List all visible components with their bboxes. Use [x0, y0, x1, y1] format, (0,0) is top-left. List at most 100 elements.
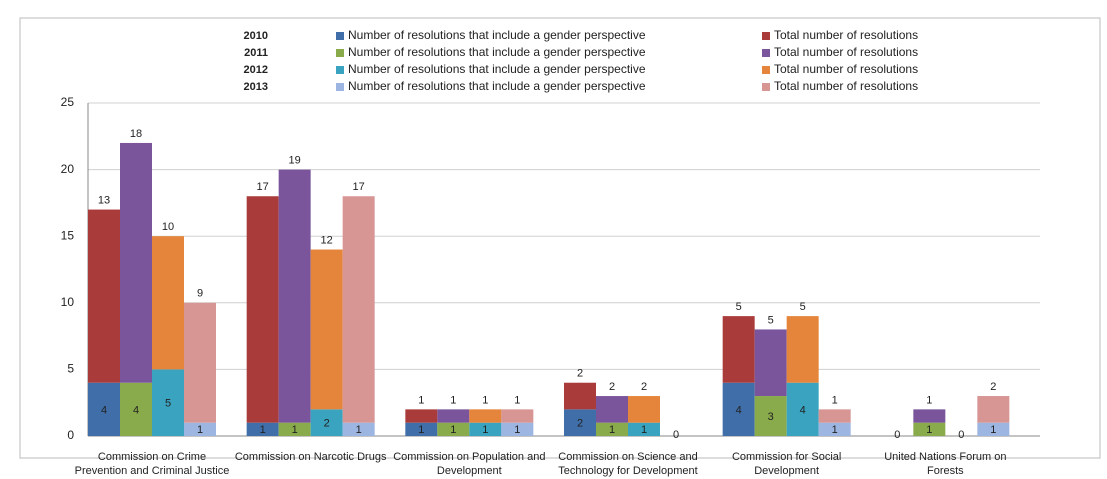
- data-label: 10: [162, 221, 174, 233]
- y-tick-label: 15: [61, 228, 75, 242]
- bar-segment: [88, 382, 120, 436]
- bar-segment: [405, 409, 438, 423]
- x-tick-label: Commission on Crime Prevention and Crimi…: [74, 451, 230, 477]
- bar-segment: [405, 422, 438, 436]
- legend-label: Total number of resolutions: [774, 62, 918, 76]
- bar-segment: [310, 249, 343, 410]
- data-label: 2: [641, 381, 647, 393]
- legend-year: 2010: [244, 30, 268, 42]
- data-label: 0: [894, 429, 900, 441]
- data-label: 3: [768, 411, 774, 423]
- data-label: 1: [450, 394, 456, 406]
- legend-swatch: [762, 49, 770, 57]
- legend-label: Total number of resolutions: [774, 28, 918, 42]
- data-label: 1: [609, 424, 615, 436]
- bar-segment: [120, 142, 152, 383]
- bar-segment: [342, 196, 375, 423]
- bar-segment: [152, 236, 184, 370]
- data-label: 13: [98, 194, 110, 206]
- data-label: 1: [926, 424, 932, 436]
- y-tick-label: 20: [61, 162, 75, 176]
- bar-segment: [628, 422, 660, 436]
- data-label: 1: [641, 424, 647, 436]
- bar-segment: [596, 396, 628, 423]
- bar-segment: [246, 422, 279, 436]
- data-label: 2: [577, 368, 583, 380]
- x-tick-label: Commission on Population and Development: [393, 451, 546, 477]
- legend-label: Number of resolutions that include a gen…: [348, 45, 646, 59]
- data-label: 1: [514, 424, 520, 436]
- x-tick-label: Commission for Social Development: [731, 451, 842, 477]
- bar-segment: [184, 422, 216, 436]
- data-label: 1: [990, 424, 996, 436]
- legend-swatch: [336, 83, 344, 91]
- data-label: 0: [958, 429, 964, 441]
- data-label: 1: [926, 394, 932, 406]
- bar-segment: [818, 409, 851, 423]
- data-label: 1: [418, 424, 424, 436]
- data-label: 2: [324, 418, 330, 430]
- data-label: 17: [257, 181, 269, 193]
- data-label: 5: [800, 301, 806, 313]
- data-label: 5: [736, 301, 742, 313]
- data-label: 1: [832, 394, 838, 406]
- bar-segment: [437, 409, 470, 423]
- data-label: 5: [768, 314, 774, 326]
- legend-year: 2013: [244, 81, 268, 93]
- bar-segment: [152, 369, 184, 436]
- legend-label: Number of resolutions that include a gen…: [348, 28, 646, 42]
- y-tick-label: 0: [67, 428, 74, 442]
- data-label: 0: [673, 429, 679, 441]
- bar-segment: [278, 169, 311, 423]
- x-tick-label: Commission on Narcotic Drugs: [234, 451, 387, 463]
- legend-year: 2011: [244, 47, 268, 59]
- y-tick-label: 25: [61, 95, 75, 109]
- bar-segment: [564, 409, 596, 436]
- bar-segment: [977, 396, 1010, 423]
- data-label: 1: [482, 424, 488, 436]
- data-label: 18: [130, 128, 142, 140]
- bar-segment: [722, 382, 755, 436]
- bar-segment: [88, 209, 120, 383]
- legend-swatch: [336, 49, 344, 57]
- data-label: 1: [482, 394, 488, 406]
- bar-segment: [120, 382, 152, 436]
- bar-segment: [596, 422, 628, 436]
- bar-segment: [246, 196, 279, 423]
- bar-segment: [278, 422, 311, 436]
- bar-segment: [628, 396, 660, 423]
- data-label: 1: [197, 424, 203, 436]
- legend-year: 2012: [244, 64, 268, 76]
- legend-swatch: [762, 66, 770, 74]
- data-label: 1: [450, 424, 456, 436]
- x-tick-label: United Nations Forum on Forests: [884, 451, 1007, 477]
- data-label: 5: [165, 398, 171, 410]
- legend-label: Number of resolutions that include a gen…: [348, 62, 646, 76]
- bar-segment: [913, 409, 946, 423]
- data-label: 1: [832, 424, 838, 436]
- bar-segment: [184, 302, 216, 423]
- bar-segment: [501, 409, 534, 423]
- data-label: 17: [353, 181, 365, 193]
- data-label: 1: [260, 424, 266, 436]
- legend-swatch: [336, 66, 344, 74]
- bar-segment: [310, 409, 343, 436]
- bar-segment: [469, 409, 502, 423]
- data-label: 1: [418, 394, 424, 406]
- data-label: 1: [514, 394, 520, 406]
- data-label: 12: [321, 234, 333, 246]
- legend-label: Total number of resolutions: [774, 45, 918, 59]
- legend-label: Number of resolutions that include a gen…: [348, 79, 646, 93]
- y-tick-label: 10: [61, 295, 75, 309]
- data-label: 1: [292, 424, 298, 436]
- legend-label: Total number of resolutions: [774, 79, 918, 93]
- bar-segment: [501, 422, 534, 436]
- data-label: 19: [289, 155, 301, 167]
- bar-segment: [722, 316, 755, 383]
- bar-segment: [437, 422, 470, 436]
- bar-segment: [564, 382, 596, 410]
- bar-segment: [342, 422, 375, 436]
- legend-swatch: [762, 83, 770, 91]
